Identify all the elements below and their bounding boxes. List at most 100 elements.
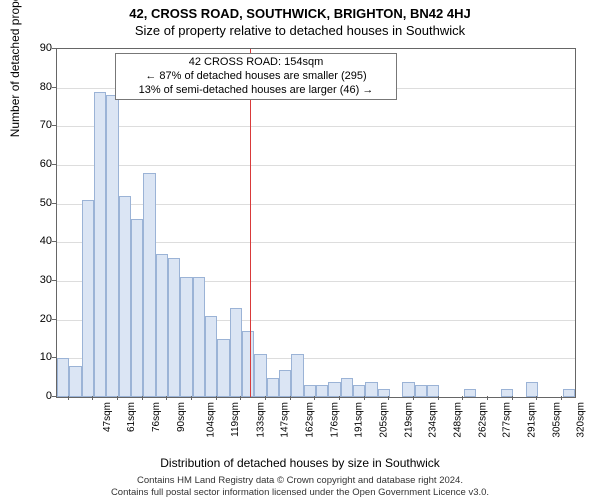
x-tick-mark — [142, 396, 143, 400]
histogram-bar — [106, 95, 118, 397]
histogram-bar — [94, 92, 106, 397]
x-tick-mark — [314, 396, 315, 400]
footer-line-2: Contains full postal sector information … — [0, 487, 600, 498]
histogram-bar — [156, 254, 168, 397]
x-tick-mark — [265, 396, 266, 400]
annotation-line: 13% of semi-detached houses are larger (… — [120, 84, 392, 98]
y-tick-label: 40 — [22, 235, 52, 247]
histogram-bar — [180, 277, 192, 397]
x-tick-label: 104sqm — [206, 402, 217, 438]
x-tick-label: 191sqm — [354, 402, 365, 438]
y-tick-label: 90 — [22, 42, 52, 54]
x-tick-label: 219sqm — [403, 402, 414, 438]
x-tick-mark — [240, 396, 241, 400]
x-tick-mark — [92, 396, 93, 400]
x-tick-label: 248sqm — [453, 402, 464, 438]
x-tick-mark — [166, 396, 167, 400]
y-tick-mark — [52, 396, 56, 397]
x-tick-mark — [117, 396, 118, 400]
y-tick-label: 0 — [22, 390, 52, 402]
x-tick-mark — [290, 396, 291, 400]
histogram-bar — [365, 382, 377, 397]
x-tick-label: 277sqm — [502, 402, 513, 438]
x-tick-mark — [561, 396, 562, 400]
histogram-bar — [316, 385, 328, 397]
x-tick-label: 320sqm — [576, 402, 587, 438]
x-tick-mark — [339, 396, 340, 400]
x-tick-mark — [364, 396, 365, 400]
y-tick-label: 50 — [22, 197, 52, 209]
histogram-bar — [402, 382, 414, 397]
histogram-bar — [69, 366, 81, 397]
histogram-bar — [526, 382, 538, 397]
x-tick-mark — [216, 396, 217, 400]
histogram-bar — [279, 370, 291, 397]
annotation-line: 42 CROSS ROAD: 154sqm — [120, 56, 392, 70]
y-tick-mark — [52, 203, 56, 204]
x-tick-label: 119sqm — [230, 402, 241, 437]
y-tick-mark — [52, 319, 56, 320]
x-tick-mark — [191, 396, 192, 400]
histogram-bar — [143, 173, 155, 397]
y-tick-label: 30 — [22, 274, 52, 286]
y-tick-mark — [52, 357, 56, 358]
x-tick-label: 61sqm — [127, 402, 138, 432]
reference-line — [250, 49, 251, 397]
y-tick-mark — [52, 280, 56, 281]
x-tick-label: 147sqm — [280, 402, 291, 438]
histogram-bar — [168, 258, 180, 397]
x-tick-label: 90sqm — [176, 402, 187, 432]
histogram-bar — [82, 200, 94, 397]
histogram-bar — [205, 316, 217, 397]
x-axis-label: Distribution of detached houses by size … — [0, 456, 600, 470]
x-tick-label: 76sqm — [151, 402, 162, 432]
x-tick-label: 176sqm — [329, 402, 340, 438]
histogram-bar — [563, 389, 575, 397]
page-title: 42, CROSS ROAD, SOUTHWICK, BRIGHTON, BN4… — [0, 0, 600, 21]
x-tick-label: 47sqm — [102, 402, 113, 432]
gridline-h — [57, 204, 575, 205]
x-tick-label: 291sqm — [527, 402, 538, 438]
histogram-bar — [291, 354, 303, 397]
x-tick-mark — [68, 396, 69, 400]
histogram-bar — [230, 308, 242, 397]
histogram-bar — [242, 331, 254, 397]
y-tick-mark — [52, 87, 56, 88]
histogram-bar — [328, 382, 340, 397]
histogram-bar — [464, 389, 476, 397]
histogram-chart: 42 CROSS ROAD: 154sqm← 87% of detached h… — [56, 48, 576, 398]
x-tick-label: 162sqm — [305, 402, 316, 438]
annotation-box: 42 CROSS ROAD: 154sqm← 87% of detached h… — [115, 53, 397, 100]
y-axis-label: Number of detached properties — [8, 0, 22, 137]
y-tick-label: 80 — [22, 81, 52, 93]
x-tick-label: 205sqm — [379, 402, 390, 438]
annotation-line: ← 87% of detached houses are smaller (29… — [120, 70, 392, 84]
histogram-bar — [267, 378, 279, 397]
histogram-bar — [254, 354, 266, 397]
x-tick-mark — [512, 396, 513, 400]
footer-line-1: Contains HM Land Registry data © Crown c… — [0, 475, 600, 486]
x-tick-label: 305sqm — [551, 402, 562, 438]
histogram-bar — [131, 219, 143, 397]
y-tick-mark — [52, 241, 56, 242]
x-tick-mark — [487, 396, 488, 400]
x-tick-label: 262sqm — [477, 402, 488, 438]
x-tick-label: 234sqm — [428, 402, 439, 438]
x-tick-mark — [388, 396, 389, 400]
gridline-h — [57, 165, 575, 166]
histogram-bar — [415, 385, 427, 397]
histogram-bar — [119, 196, 131, 397]
histogram-bar — [341, 378, 353, 397]
histogram-bar — [57, 358, 69, 397]
x-tick-mark — [536, 396, 537, 400]
y-tick-mark — [52, 164, 56, 165]
y-tick-label: 20 — [22, 313, 52, 325]
histogram-bar — [193, 277, 205, 397]
x-tick-mark — [413, 396, 414, 400]
y-tick-label: 70 — [22, 119, 52, 131]
x-tick-mark — [438, 396, 439, 400]
y-tick-mark — [52, 125, 56, 126]
y-tick-label: 10 — [22, 351, 52, 363]
x-tick-label: 133sqm — [255, 402, 266, 438]
page-subtitle: Size of property relative to detached ho… — [0, 21, 600, 38]
